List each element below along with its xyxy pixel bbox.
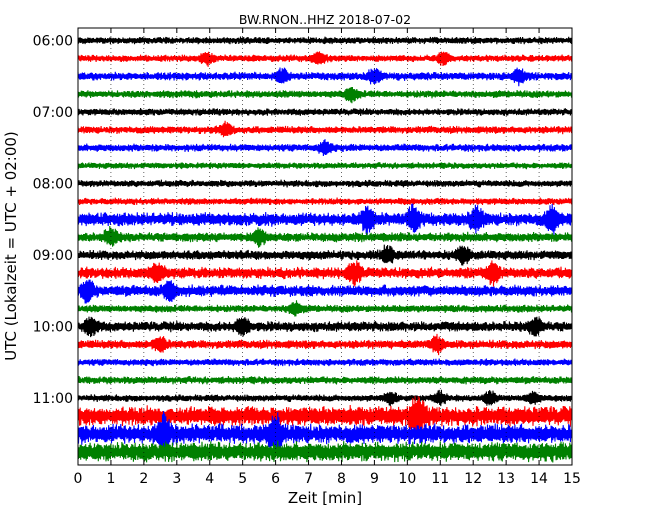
x-tick-label: 7 (304, 471, 313, 487)
trace-0745 (77, 162, 573, 170)
trace-1145 (77, 440, 573, 463)
plot-frame (77, 27, 573, 466)
trace-0945 (77, 300, 573, 317)
trace-0830 (77, 203, 573, 235)
trace-0845 (77, 225, 573, 248)
trace-1015 (77, 333, 573, 356)
trace-0930 (77, 279, 573, 304)
y-tick-label: 07:00 (33, 105, 73, 121)
trace-1130 (77, 411, 573, 456)
x-tick-label: 14 (530, 471, 548, 487)
x-tick-label: 15 (563, 471, 581, 487)
chart-title: BW.RNON..HHZ 2018-07-02 (239, 12, 411, 27)
y-axis-ticks: 06:00 07:00 08:00 09:00 10:00 11:00 (33, 34, 572, 407)
x-tick-label: 11 (431, 471, 449, 487)
x-tick-label: 4 (205, 471, 214, 487)
x-tick-label: 5 (238, 471, 247, 487)
trace-0800 (77, 179, 573, 188)
y-tick-label: 08:00 (33, 177, 73, 193)
y-tick-label: 06:00 (33, 34, 73, 50)
trace-1100 (77, 389, 573, 407)
x-tick-label: 13 (497, 471, 515, 487)
trace-group (77, 36, 573, 463)
x-tick-label: 10 (398, 471, 416, 487)
x-axis-ticks: 0 1 2 3 4 5 6 7 8 9 10 11 12 13 14 15 (74, 28, 581, 487)
trace-0630 (77, 67, 573, 87)
trace-0600 (77, 36, 573, 45)
trace-1045 (77, 375, 573, 385)
y-axis-label: UTC (Lokalzeit = UTC + 02:00) (2, 131, 20, 361)
grid-lines (78, 28, 572, 465)
trace-0715 (77, 120, 573, 138)
trace-0645 (77, 86, 573, 104)
y-tick-label: 09:00 (33, 248, 73, 264)
x-tick-label: 1 (106, 471, 115, 487)
trace-0615 (77, 51, 573, 67)
trace-0815 (77, 197, 573, 206)
x-tick-label: 8 (337, 471, 346, 487)
x-tick-label: 12 (464, 471, 482, 487)
x-axis-label: Zeit [min] (288, 489, 362, 507)
y-tick-label: 10:00 (33, 320, 73, 336)
trace-1115 (77, 396, 573, 436)
trace-1030 (77, 358, 573, 367)
x-tick-label: 2 (139, 471, 148, 487)
trace-0730 (77, 139, 573, 157)
trace-0915 (77, 260, 573, 287)
x-tick-label: 0 (74, 471, 83, 487)
x-tick-label: 3 (172, 471, 181, 487)
trace-0900 (77, 244, 573, 266)
trace-0700 (77, 108, 573, 116)
x-tick-label: 9 (370, 471, 379, 487)
y-tick-label: 11:00 (33, 391, 73, 407)
trace-1000 (77, 316, 573, 338)
x-tick-label: 6 (271, 471, 280, 487)
